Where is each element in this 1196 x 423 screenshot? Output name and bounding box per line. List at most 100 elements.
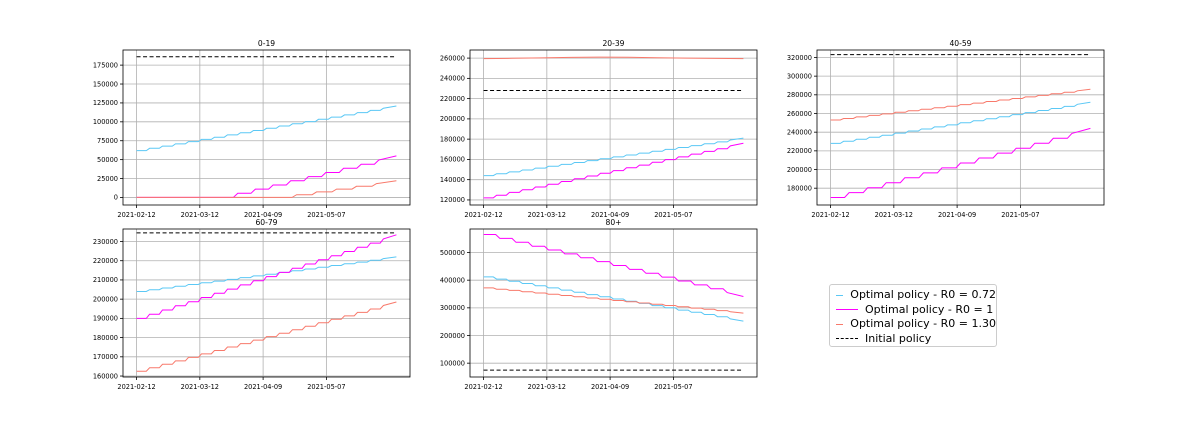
x-tick-label: 2021-03-12 [528,383,566,391]
axes-frame [122,228,411,378]
y-tick-label: 500000 [440,249,465,257]
legend-swatch-initial [836,338,858,340]
subplot-20-39: 2021-02-12 2021-03-12 2021-04-09 2021-05-07… [440,39,758,219]
series-line-r072-20-39 [483,137,744,177]
y-tick-label: 220000 [93,257,118,265]
x-tick-label: 2021-03-12 [181,383,219,391]
series-line-r1-40-59 [830,127,1091,198]
x-tick-label: 2021-03-12 [181,211,219,219]
y-tick-label: 240000 [440,75,465,83]
x-tick-label: 2021-03-12 [528,211,566,219]
y-tick-label: 175000 [93,61,118,69]
legend-label-r130: Optimal policy - R0 = 1.30 [850,317,996,331]
series-line-r130-20-39 [483,56,744,60]
y-tick-label: 210000 [93,276,118,284]
legend-swatch-r130 [836,323,844,325]
y-tick-label: 220000 [787,147,812,155]
series-line-r1-80+ [483,234,744,297]
series-line-r072-60-79 [136,256,397,292]
x-tick-label: 2021-04-09 [591,383,629,391]
y-tick-label: 0 [114,194,118,202]
legend-label-r1: Optimal policy - R0 = 1 [865,302,994,316]
x-tick-label: 2021-02-12 [464,383,502,391]
series-line-r130-0-19 [136,180,397,198]
subplot-0-19: 2021-02-12 2021-03-12 2021-04-09 2021-05-07… [93,39,411,219]
y-tick-label: 400000 [440,276,465,284]
x-tick-label: 2021-04-09 [591,211,629,219]
y-tick-label: 150000 [93,80,118,88]
legend-entry-r130: Optimal policy - R0 = 1.30 [836,317,996,332]
y-tick-label: 190000 [93,315,118,323]
x-tick-label: 2021-04-09 [244,211,282,219]
y-tick-label: 260000 [440,54,465,62]
series-line-r072-40-59 [830,101,1091,144]
y-tick-label: 260000 [787,110,812,118]
x-tick-label: 2021-05-07 [654,211,692,219]
y-tick-label: 230000 [93,238,118,246]
legend: Optimal policy - R0 = 0.72 Optimal polic… [829,284,997,347]
x-tick-label: 2021-05-07 [1001,211,1039,219]
legend-label-r072: Optimal policy - R0 = 0.72 [850,288,996,302]
legend-entry-r072: Optimal policy - R0 = 0.72 [836,288,996,303]
y-tick-label: 50000 [97,156,118,164]
axes-frame [122,49,411,206]
series-line-r1-60-79 [136,234,397,319]
legend-swatch-r1 [836,309,858,311]
y-tick-label: 180000 [93,334,118,342]
series-line-r072-0-19 [136,105,397,152]
series-line-r130-60-79 [136,301,397,372]
x-tick-label: 2021-02-12 [464,211,502,219]
y-tick-label: 120000 [440,196,465,204]
y-tick-label: 160000 [440,156,465,164]
x-tick-label: 2021-02-12 [811,211,849,219]
y-tick-label: 180000 [440,135,465,143]
x-tick-label: 2021-02-12 [117,211,155,219]
y-tick-label: 220000 [440,95,465,103]
subplot-title: 80+ [605,218,621,227]
y-tick-label: 200000 [440,115,465,123]
legend-entry-initial: Initial policy [836,332,996,347]
y-tick-label: 280000 [787,91,812,99]
x-tick-label: 2021-04-09 [244,383,282,391]
series-line-r072-80+ [483,276,744,322]
x-tick-label: 2021-05-07 [654,383,692,391]
y-tick-label: 200000 [440,332,465,340]
subplot-title: 40-59 [949,39,971,48]
y-tick-label: 100000 [440,359,465,367]
y-tick-label: 75000 [97,137,118,145]
axes-frame [469,228,758,378]
y-tick-label: 240000 [787,128,812,136]
y-tick-label: 170000 [93,353,118,361]
y-tick-label: 200000 [93,295,118,303]
y-tick-label: 160000 [93,372,118,380]
x-tick-label: 2021-02-12 [117,383,155,391]
y-tick-label: 140000 [440,176,465,184]
subplot-60-79: 2021-02-12 2021-03-12 2021-04-09 2021-05-07… [93,218,411,391]
legend-entry-r1: Optimal policy - R0 = 1 [836,303,996,318]
y-tick-label: 100000 [93,118,118,126]
y-tick-label: 180000 [787,184,812,192]
y-tick-label: 320000 [787,54,812,62]
y-tick-label: 25000 [97,175,118,183]
subplot-title: 20-39 [602,39,624,48]
legend-label-initial: Initial policy [865,331,932,345]
series-line-r130-40-59 [830,88,1091,121]
series-line-r1-0-19 [136,155,397,198]
series-line-r130-80+ [483,287,744,314]
x-tick-label: 2021-05-07 [307,211,345,219]
series-line-r1-20-39 [483,142,744,199]
x-tick-label: 2021-04-09 [938,211,976,219]
subplot-title: 60-79 [255,218,277,227]
legend-swatch-r072 [836,294,844,296]
axes-frame [469,49,758,206]
y-tick-label: 200000 [787,166,812,174]
subplot-title: 0-19 [258,39,275,48]
y-tick-label: 300000 [787,72,812,80]
x-tick-label: 2021-03-12 [875,211,913,219]
x-tick-label: 2021-05-07 [307,383,345,391]
axes-frame [816,49,1105,206]
subplot-80+: 2021-02-12 2021-03-12 2021-04-09 2021-05-07… [440,218,758,391]
y-tick-label: 125000 [93,99,118,107]
y-tick-label: 300000 [440,304,465,312]
